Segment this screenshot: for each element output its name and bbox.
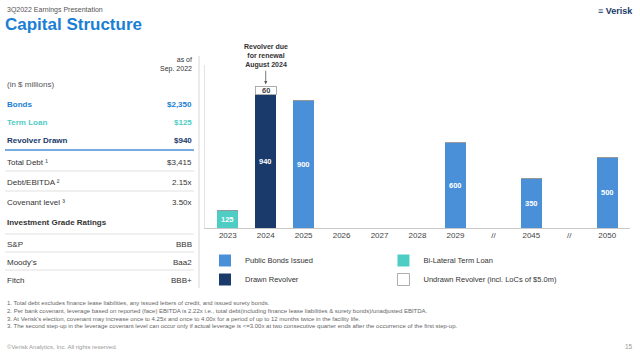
svg-text:2025: 2025 [295,231,313,240]
svg-text:BBB+: BBB+ [171,276,192,285]
svg-text:2026: 2026 [333,231,351,240]
svg-text:2023: 2023 [219,231,237,240]
svg-text:S&P: S&P [7,240,23,249]
svg-text:Drawn Revolver: Drawn Revolver [245,275,299,284]
svg-text:3.50x: 3.50x [172,198,192,207]
svg-text:as ofSep. 2022: as ofSep. 2022 [160,56,192,73]
svg-text:≡ Verisk: ≡ Verisk [598,6,633,16]
svg-text:Revolver duefor renewalAugust: Revolver duefor renewalAugust 2024 [244,43,288,69]
svg-text:Public Bonds Issued: Public Bonds Issued [245,256,313,265]
svg-text:125: 125 [221,215,234,224]
svg-text:2050: 2050 [598,231,616,240]
svg-text://: // [491,231,496,240]
svg-text:$125: $125 [174,118,192,127]
svg-text:Total Debt ¹: Total Debt ¹ [7,158,48,167]
svg-text:Revolver Drawn: Revolver Drawn [7,136,68,145]
svg-text:Fitch: Fitch [7,276,24,285]
svg-text:Bonds: Bonds [7,100,32,109]
svg-text:$3,415: $3,415 [167,158,192,167]
svg-text:Covenant level ³: Covenant level ³ [7,198,65,207]
svg-text:Moody’s: Moody’s [7,258,37,267]
svg-text:2029: 2029 [447,231,465,240]
svg-text:350: 350 [525,199,538,208]
svg-text:Bi-Lateral Term Loan: Bi-Lateral Term Loan [423,256,492,265]
svg-text:60: 60 [262,86,270,95]
svg-text:500: 500 [601,188,614,197]
svg-text:2045: 2045 [522,231,540,240]
svg-text://: // [567,231,572,240]
svg-text:1. Total debt excludes finance: 1. Total debt excludes finance lease lia… [7,300,457,329]
svg-text:940: 940 [259,157,272,166]
svg-text:©Verisk Analytics, Inc. All ri: ©Verisk Analytics, Inc. All rights reser… [7,344,117,350]
svg-text:15: 15 [625,343,633,350]
svg-text:Investment Grade Ratings: Investment Grade Ratings [7,218,107,227]
svg-text:Undrawn Revolver (incl. LoCs o: Undrawn Revolver (incl. LoCs of $5.0m) [423,275,556,284]
svg-text:2028: 2028 [409,231,427,240]
svg-text:Debt/EBITDA ²: Debt/EBITDA ² [7,178,60,187]
svg-text:(in $ millions): (in $ millions) [7,80,54,89]
svg-text:$940: $940 [174,136,192,145]
svg-text:Term Loan: Term Loan [7,118,47,127]
svg-text:Capital Structure: Capital Structure [5,15,142,34]
svg-text:2027: 2027 [371,231,389,240]
svg-text:600: 600 [449,181,462,190]
svg-text:Baa2: Baa2 [173,258,192,267]
svg-text:2024: 2024 [257,231,275,240]
svg-text:900: 900 [297,160,310,169]
svg-text:3Q2022 Earnings Presentation: 3Q2022 Earnings Presentation [7,6,103,14]
svg-text:$2,350: $2,350 [167,100,192,109]
svg-text:2.15x: 2.15x [172,178,192,187]
svg-text:BBB: BBB [176,240,192,249]
